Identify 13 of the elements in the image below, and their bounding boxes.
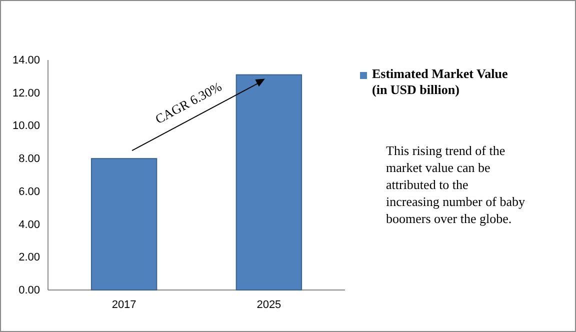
y-tick-label: 8.00: [18, 153, 40, 166]
legend-label: Estimated Market Value (in USD billion): [372, 66, 508, 97]
y-tick-label: 0.00: [18, 284, 40, 297]
y-tick-label: 4.00: [18, 218, 40, 231]
y-tick-label: 12.00: [12, 87, 40, 100]
y-tick-label: 2.00: [18, 252, 40, 264]
y-tick-label: 14.00: [12, 54, 40, 67]
x-tick-label: 2025: [256, 298, 282, 311]
annotation: CAGR 6.30%: [152, 78, 224, 127]
y-tick-label: 6.00: [18, 186, 40, 198]
y-tick-label: 10.00: [12, 120, 40, 132]
text: This rising trend of the market value can be attributed to the increasing number of baby boomers over the globe.: [386, 143, 526, 226]
x-tick-label: 2017: [112, 298, 136, 311]
